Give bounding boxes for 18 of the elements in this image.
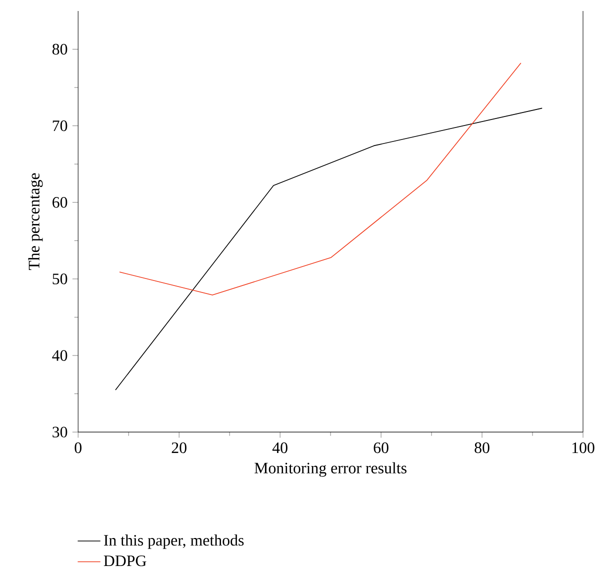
x-tick-label: 60	[374, 442, 388, 454]
line-series	[115, 108, 543, 390]
x-axis-title: Monitoring error results	[254, 462, 406, 477]
x-tick-label: 100	[572, 442, 594, 454]
y-axis-title: The percentage	[28, 173, 43, 270]
legend-label: In this paper, methods	[104, 534, 244, 549]
line-series	[119, 62, 522, 296]
y-tick-label: 50	[52, 274, 68, 284]
y-tick-label: 80	[52, 44, 68, 55]
y-tick-label: 30	[52, 426, 68, 438]
x-tick-label: 20	[172, 442, 186, 454]
y-tick-label: 70	[52, 120, 68, 132]
x-tick-label: 40	[272, 442, 288, 454]
x-tick-label: 80	[474, 442, 490, 454]
x-tick-label: 0	[74, 442, 82, 454]
y-tick-label: 60	[52, 196, 68, 208]
y-tick-label: 40	[52, 350, 68, 361]
legend-label: DDPG	[104, 555, 146, 566]
